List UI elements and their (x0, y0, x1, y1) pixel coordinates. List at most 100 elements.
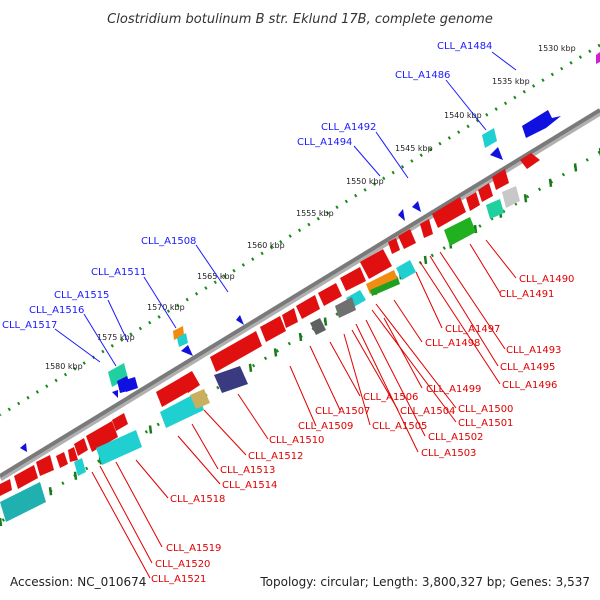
tick-label: 1565 kbp (197, 272, 235, 281)
gene-block[interactable] (14, 465, 38, 489)
gene-arrow[interactable] (112, 390, 118, 398)
gene-block[interactable] (108, 363, 128, 387)
gene-arrow[interactable] (340, 267, 366, 291)
gene-arrow[interactable] (20, 443, 27, 452)
gene-arrow[interactable] (388, 238, 400, 254)
gene-arrow[interactable] (420, 219, 433, 238)
gene-label[interactable]: CLL_A1519 (166, 543, 221, 554)
genome-backbone (0, 108, 600, 478)
bottom-strand-features (0, 153, 540, 522)
gene-label[interactable]: CLL_A1495 (500, 362, 555, 373)
gene-label[interactable]: CLL_A1514 (222, 480, 277, 491)
gene-label[interactable]: CLL_A1502 (428, 432, 483, 443)
gene-label[interactable]: CLL_A1493 (506, 345, 561, 356)
gene-label[interactable]: CLL_A1506 (363, 392, 418, 403)
gene-label[interactable]: CLL_A1518 (170, 494, 225, 505)
gene-block[interactable] (0, 482, 46, 522)
gene-arrow[interactable] (478, 183, 493, 202)
gene-arrow[interactable] (296, 295, 320, 319)
gene-arrow[interactable] (0, 479, 12, 496)
gene-block[interactable] (360, 249, 392, 279)
gene-arrow[interactable] (412, 201, 421, 212)
tick-mark (573, 163, 578, 172)
gene-block[interactable] (444, 217, 476, 246)
gene-label[interactable]: CLL_A1513 (220, 465, 275, 476)
gene-arrow[interactable] (36, 455, 54, 476)
gene-block[interactable] (396, 260, 416, 280)
gene-block[interactable] (486, 199, 504, 219)
gene-arrow[interactable] (466, 192, 480, 211)
gene-label[interactable]: CLL_A1492 (321, 122, 376, 133)
gene-block[interactable] (156, 377, 188, 407)
gene-block[interactable] (366, 270, 398, 294)
gene-arrow[interactable] (180, 371, 200, 393)
gene-label[interactable]: CLL_A1521 (151, 574, 206, 585)
gene-label[interactable]: CLL_A1494 (297, 137, 352, 148)
gene-label[interactable]: CLL_A1520 (155, 559, 210, 570)
gene-arrow[interactable] (236, 315, 244, 325)
gene-label[interactable]: CLL_A1500 (458, 404, 513, 415)
gene-block[interactable] (173, 326, 184, 340)
gene-label[interactable]: CLL_A1517 (2, 320, 57, 331)
gene-label[interactable]: CLL_A1508 (141, 236, 196, 247)
tick-mark (323, 317, 328, 326)
gene-label[interactable]: CLL_A1497 (445, 324, 500, 335)
gene-label[interactable]: CLL_A1501 (458, 418, 513, 429)
gene-label[interactable]: CLL_A1503 (421, 448, 476, 459)
gene-block[interactable] (502, 186, 520, 208)
gene-arrow[interactable] (520, 153, 540, 169)
gene-block[interactable] (177, 333, 188, 347)
gene-block[interactable] (318, 283, 342, 306)
gene-arrow[interactable] (68, 447, 78, 462)
gene-arrow[interactable] (282, 308, 298, 328)
gene-label[interactable]: CLL_A1509 (298, 421, 353, 432)
gene-label[interactable]: CLL_A1510 (269, 435, 324, 446)
bottom-leader-lines (91, 239, 517, 579)
gene-arrow[interactable] (260, 316, 286, 342)
gene-arrow[interactable] (112, 413, 128, 431)
gene-label[interactable]: CLL_A1512 (248, 451, 303, 462)
top-gene-labels: CLL_A1484 CLL_A1486 CLL_A1492 CLL_A1494 … (2, 41, 492, 331)
gene-block[interactable] (96, 430, 142, 465)
gene-label[interactable]: CLL_A1515 (54, 290, 109, 301)
gene-arrow[interactable] (56, 452, 68, 468)
gene-label[interactable]: CLL_A1507 (315, 406, 370, 417)
gene-arrow[interactable] (398, 209, 405, 221)
gene-arrow[interactable] (181, 345, 193, 356)
gene-arrow[interactable] (490, 147, 503, 160)
tick-mark (73, 471, 78, 480)
tick-mark (298, 332, 303, 342)
gene-block[interactable] (335, 297, 356, 318)
gene-arrow[interactable] (74, 438, 88, 456)
gene-label[interactable]: CLL_A1491 (499, 289, 554, 300)
gene-arrow[interactable] (125, 377, 138, 392)
gene-label[interactable]: CLL_A1505 (372, 421, 427, 432)
gene-label[interactable]: CLL_A1511 (91, 267, 146, 278)
gene-block[interactable] (482, 128, 497, 148)
gene-block[interactable] (86, 421, 118, 452)
gene-label[interactable]: CLL_A1490 (519, 274, 574, 285)
tick-mark (523, 194, 528, 203)
gene-label[interactable]: CLL_A1498 (425, 338, 480, 349)
gene-block[interactable] (214, 366, 248, 393)
gene-label[interactable]: CLL_A1484 (437, 41, 492, 52)
gene-label[interactable]: CLL_A1496 (502, 380, 557, 391)
gene-block[interactable] (74, 458, 86, 476)
gene-label[interactable]: CLL_A1499 (426, 384, 481, 395)
gene-block[interactable] (596, 52, 600, 64)
accession-label: Accession: NC_010674 (10, 575, 146, 589)
gene-label[interactable]: CLL_A1486 (395, 70, 450, 81)
tick-label: 1555 kbp (296, 209, 334, 218)
gene-block[interactable] (210, 331, 262, 372)
map-title: Clostridium botulinum B str. Eklund 17B,… (107, 12, 493, 27)
gene-label[interactable]: CLL_A1504 (400, 406, 455, 417)
gene-arrow[interactable] (522, 110, 561, 138)
gene-arrow[interactable] (398, 229, 416, 249)
tick-labels: 1530 kbp 1535 kbp 1540 kbp 1545 kbp 1550… (45, 44, 576, 371)
gene-block[interactable] (370, 278, 400, 296)
gene-block[interactable] (432, 197, 466, 228)
gene-label[interactable]: CLL_A1516 (29, 305, 84, 316)
gene-block[interactable] (492, 169, 509, 190)
gene-block[interactable] (190, 389, 210, 409)
gene-block[interactable] (310, 318, 326, 335)
